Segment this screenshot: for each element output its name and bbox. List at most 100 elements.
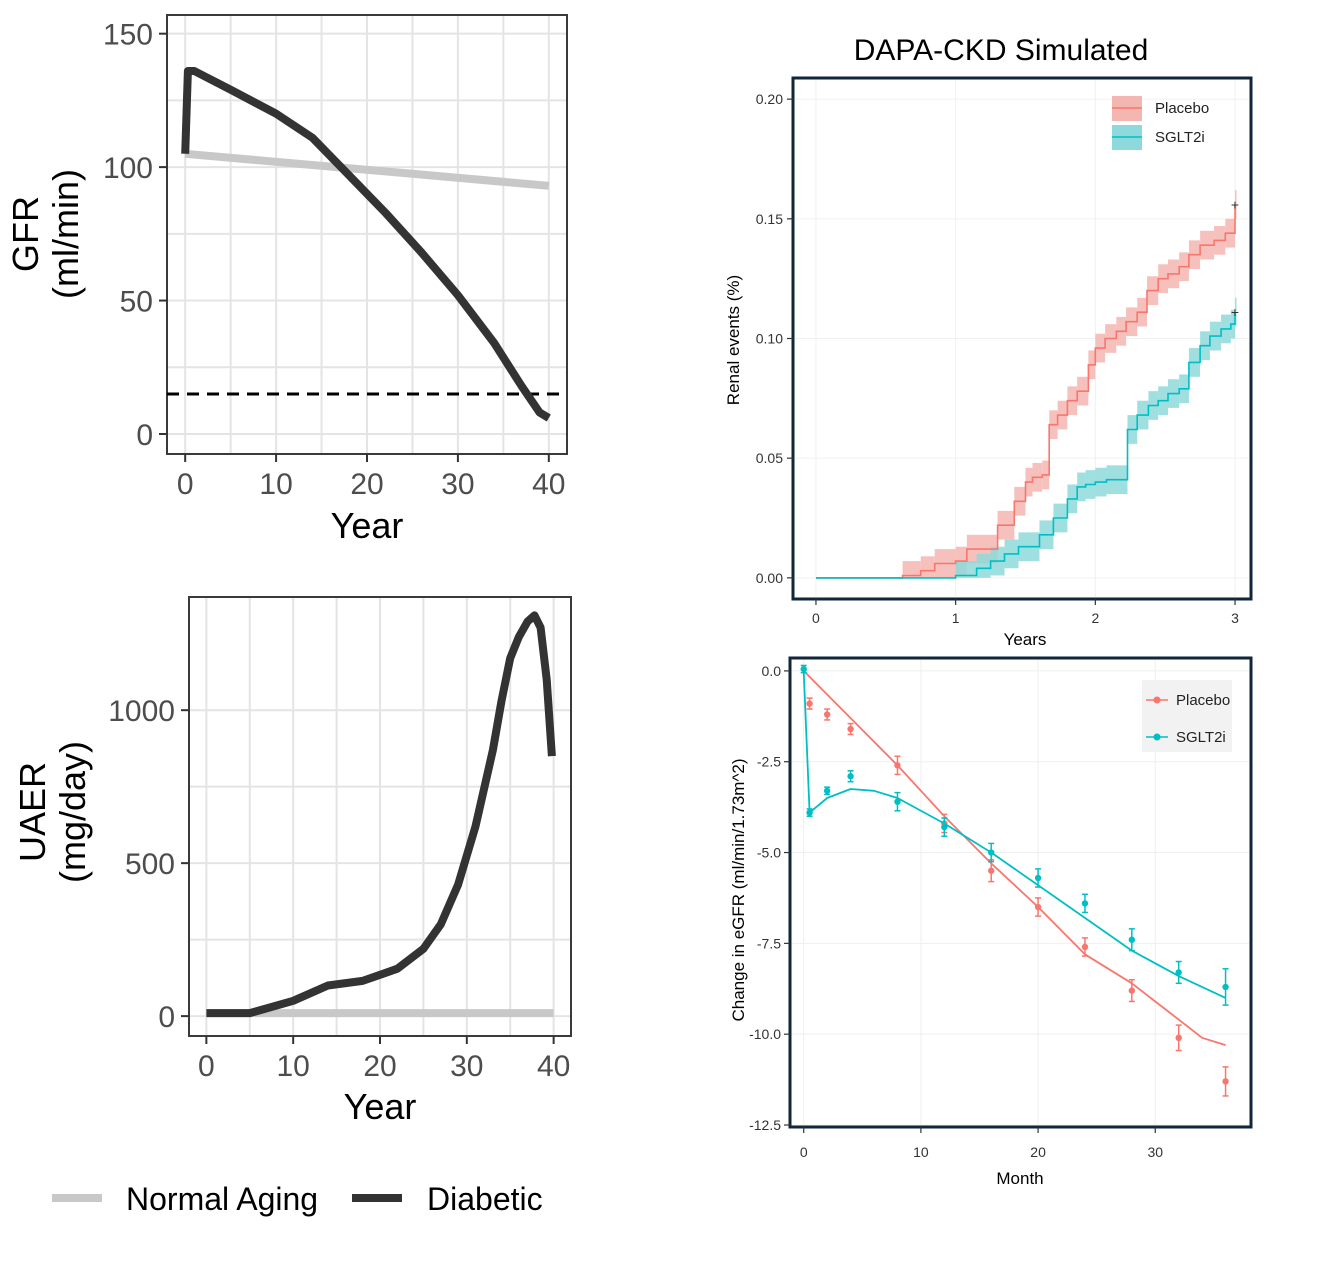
dapa-y-ticks: 0.00 0.05 0.10 0.15 0.20 xyxy=(756,91,793,586)
egfr-legend: Placebo SGLT2i xyxy=(1142,680,1232,752)
egfr-legend-placebo-label: Placebo xyxy=(1176,692,1230,709)
egfr-point-sglt2i-2 xyxy=(823,787,831,794)
bottom-legend: Normal Aging Diabetic xyxy=(52,1181,543,1217)
dapa-title: DAPA-CKD Simulated xyxy=(854,34,1149,67)
gfr-chart: 0 10 20 30 40 0 50 100 150 Year GFR (ml/min) xyxy=(5,14,568,546)
dapa-y-tick-label-0p1: 0.10 xyxy=(756,331,783,347)
egfr-legend-sglt2i-label: SGLT2i xyxy=(1176,729,1226,746)
dapa-band-placebo-29 xyxy=(1235,190,1237,219)
dapa-grid xyxy=(795,80,1249,597)
dapa-line-sglt2i xyxy=(816,312,1236,579)
dapa-series: ++ xyxy=(816,196,1239,579)
dapa-x-tick-label-3: 3 xyxy=(1231,610,1239,626)
dapa-band-placebo-1 xyxy=(902,561,921,578)
gfr-x-tick-label-0: 0 xyxy=(177,468,194,501)
egfr-point-placebo-0 xyxy=(806,700,813,707)
uaer-x-ticks: 0 10 20 30 40 xyxy=(198,1036,570,1083)
gfr-line-normal-aging xyxy=(184,149,550,190)
egfr-legend-placebo-marker xyxy=(1153,696,1161,704)
egfr-y-tick-label-neg10: -10.0 xyxy=(749,1026,781,1042)
dapa-band-sglt2i-24 xyxy=(1235,297,1237,327)
uaer-series xyxy=(206,611,556,1018)
uaer-y-tick-label-1000: 1000 xyxy=(108,695,175,728)
gfr-y-label-line2: (ml/min) xyxy=(45,169,86,299)
egfr-plot-frame xyxy=(788,656,1253,1129)
uaer-y-tick-label-0: 0 xyxy=(158,1001,175,1034)
gfr-y-tick-label-0: 0 xyxy=(136,419,153,452)
uaer-x-axis-title: Year xyxy=(344,1086,417,1127)
dapa-line-placebo xyxy=(816,204,1236,579)
egfr-point-sglt2i-10 xyxy=(1175,969,1182,976)
egfr-point-sglt2i-8 xyxy=(1081,900,1089,907)
gfr-x-tick-label-40: 40 xyxy=(532,468,565,501)
gfr-series xyxy=(167,67,567,422)
dapa-y-tick-label-0p05: 0.05 xyxy=(756,450,783,466)
gfr-x-axis-title: Year xyxy=(331,505,404,546)
legend-normal-aging-label: Normal Aging xyxy=(126,1181,318,1217)
egfr-point-sglt2i-11 xyxy=(1222,983,1229,991)
dapa-band-sglt2i-2 xyxy=(976,553,991,578)
gfr-x-tick-label-30: 30 xyxy=(441,468,474,501)
uaer-y-label-line2: (mg/day) xyxy=(52,741,93,883)
gfr-grid xyxy=(167,15,567,454)
egfr-point-sglt2i-5 xyxy=(941,823,948,831)
dapa-y-tick-label-0p15: 0.15 xyxy=(756,211,783,227)
uaer-x-tick-label-0: 0 xyxy=(198,1050,215,1083)
gfr-x-ticks: 0 10 20 30 40 xyxy=(177,454,566,501)
egfr-fit-line-placebo xyxy=(803,670,1226,1046)
gfr-y-tick-label-150: 150 xyxy=(103,19,153,52)
egfr-point-sglt2i-0 xyxy=(800,665,807,673)
dapa-censor-mark-sglt2i: + xyxy=(1231,304,1239,320)
egfr-y-axis-title: Change in eGFR (ml/min/1.73m^2) xyxy=(729,758,748,1021)
egfr-point-sglt2i-4 xyxy=(894,798,901,805)
gfr-x-tick-label-10: 10 xyxy=(259,468,292,501)
egfr-y-tick-label-neg12p5: -12.5 xyxy=(749,1117,781,1133)
uaer-chart: 0 10 20 30 40 0 500 1000 Year UAER (mg/day) xyxy=(12,596,572,1127)
uaer-y-axis-title: UAER (mg/day) xyxy=(12,741,93,883)
egfr-point-sglt2i-1 xyxy=(806,809,813,816)
egfr-chart: 0 10 20 30 0.0-2.5-5.0-7.5-10.0-12.5 Month … xyxy=(729,656,1253,1188)
uaer-x-tick-label-30: 30 xyxy=(450,1050,483,1083)
dapa-legend-placebo-label: Placebo xyxy=(1155,100,1209,117)
uaer-x-tick-label-40: 40 xyxy=(537,1050,570,1083)
egfr-point-sglt2i-7 xyxy=(1034,874,1042,882)
egfr-point-sglt2i-9 xyxy=(1128,936,1136,943)
gfr-y-label-line1: GFR xyxy=(5,196,46,272)
uaer-grid xyxy=(189,597,571,1036)
egfr-y-tick-label-0: 0.0 xyxy=(762,663,782,679)
egfr-point-placebo-3 xyxy=(894,762,901,769)
dapa-y-tick-label-0p2: 0.20 xyxy=(756,91,783,107)
dapa-x-ticks: 0 1 2 3 xyxy=(812,599,1239,626)
gfr-y-axis-title: GFR (ml/min) xyxy=(5,169,86,299)
dapa-band-placebo-2 xyxy=(920,556,935,578)
egfr-y-tick-label-neg5: -5.0 xyxy=(757,845,781,861)
uaer-x-tick-label-10: 10 xyxy=(276,1050,309,1083)
legend-diabetic-label: Diabetic xyxy=(427,1181,543,1217)
egfr-x-tick-label-20: 20 xyxy=(1030,1144,1046,1160)
egfr-x-tick-label-30: 30 xyxy=(1147,1144,1163,1160)
egfr-series xyxy=(800,664,1229,1097)
dapa-x-tick-label-0: 0 xyxy=(812,610,820,626)
egfr-point-sglt2i-6 xyxy=(988,849,995,856)
uaer-y-tick-label-500: 500 xyxy=(125,848,175,881)
egfr-point-placebo-1 xyxy=(823,711,831,718)
uaer-x-tick-label-20: 20 xyxy=(363,1050,396,1083)
dapa-band-sglt2i-1 xyxy=(955,561,977,578)
dapa-y-axis-title: Renal events (%) xyxy=(724,275,743,405)
uaer-y-ticks: 0 500 1000 xyxy=(108,695,189,1034)
dapa-legend-sglt2i-label: SGLT2i xyxy=(1155,129,1205,146)
dapa-censor-mark-placebo: + xyxy=(1231,196,1239,212)
uaer-line-diabetic xyxy=(206,611,556,1018)
gfr-y-ticks: 0 50 100 150 xyxy=(103,19,167,452)
dapa-legend: Placebo SGLT2i xyxy=(1112,96,1209,150)
egfr-point-placebo-2 xyxy=(847,725,854,733)
egfr-grid xyxy=(792,660,1249,1126)
gfr-x-tick-label-20: 20 xyxy=(350,468,383,501)
egfr-point-placebo-5 xyxy=(988,867,995,874)
egfr-y-tick-label-neg7p5: -7.5 xyxy=(757,935,781,951)
egfr-point-placebo-8 xyxy=(1128,987,1136,994)
gfr-line-diabetic xyxy=(181,67,551,422)
egfr-point-placebo-10 xyxy=(1222,1078,1229,1085)
